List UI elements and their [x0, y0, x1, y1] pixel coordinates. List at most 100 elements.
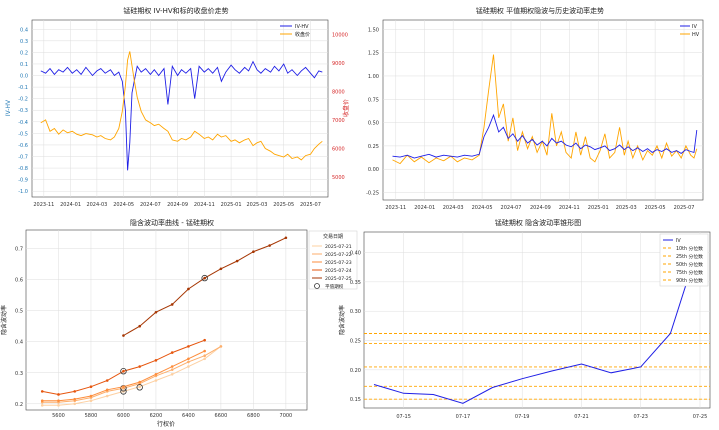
chart4-ytick-label: 0.25 [350, 339, 361, 345]
chart2-plot-area [382, 19, 704, 201]
chart3-point [203, 357, 206, 361]
chart2-xtick-label: 2023-11 [385, 205, 406, 211]
chart1-xtick-label: 2024-07 [140, 202, 161, 208]
chart3-point [187, 365, 190, 368]
chart3-point [40, 390, 44, 393]
chart4-title: 锰硅期权 隐含波动率锥形图 [495, 218, 581, 227]
chart4-legend-label: 90th 分位数 [676, 277, 703, 284]
chart3-ytick-label: 0.4 [15, 340, 23, 346]
chart-atm-iv-hv: 锰硅期权 平值期权隐波与历史波动率走势 1.50 1.25 1.00 0.75 0.50… [366, 6, 704, 211]
chart3-point [219, 267, 223, 271]
chart3-legend-label: 2025-07-23 [325, 260, 352, 266]
chart1-ytick-label: 0.1 [20, 62, 28, 68]
chart4-legend-label: IV [676, 238, 681, 244]
chart4-ytick-label: 0.15 [350, 397, 361, 403]
chart4-plot-area [363, 231, 711, 409]
chart3-point [235, 259, 239, 263]
chart1-ylabel: IV-HV [5, 99, 12, 116]
chart3-legend-label: 2025-07-22 [325, 252, 352, 258]
chart1-ylabel-right: 收盘价 [342, 99, 350, 117]
chart3-point [187, 357, 190, 361]
chart3-atm-marker [120, 368, 127, 375]
chart3-plot-area [25, 229, 308, 411]
chart1-ytick-label: -0.5 [18, 131, 28, 137]
chart3-series-line [42, 345, 222, 403]
chart3-ytick-label: 0.2 [15, 402, 23, 408]
chart4-legend-label: 10th 分位数 [676, 245, 703, 252]
chart1-title: 锰硅期权 IV-HV和标的收盘价走势 [123, 6, 228, 15]
chart4-xtick-label: 07-23 [633, 414, 648, 420]
chart3-point [138, 380, 141, 384]
chart1-ytick-label: -0.4 [18, 120, 28, 126]
chart3-point [40, 399, 44, 402]
chart3-xtick-label: 6400 [182, 413, 195, 419]
chart3-point [170, 303, 174, 306]
chart1-ytick-label: -1.0 [18, 189, 28, 195]
chart1-xtick-label: 2024-01 [60, 202, 81, 208]
chart3-point [57, 393, 60, 396]
chart1-xtick-label: 2025-01 [221, 202, 242, 208]
chart3-xtick-label: 5600 [52, 413, 65, 419]
chart1-series-line [40, 51, 323, 161]
chart3-xtick-label: 7000 [280, 413, 293, 419]
chart3-point [89, 399, 93, 402]
chart1-ytick-label: -0.3 [18, 108, 28, 114]
chart2-xtick-label: 2025-01 [588, 205, 609, 211]
chart3-point [73, 397, 77, 401]
chart3-legend-atm-label: 平值期权 [325, 283, 344, 290]
chart4-legend-box [659, 233, 709, 287]
chart3-point [57, 404, 60, 407]
chart3-legend-box [308, 230, 358, 290]
chart3-point [170, 368, 174, 371]
chart3-legend-label: 2025-07-25 [325, 276, 352, 282]
chart3-point [154, 310, 158, 314]
chart1-xtick-label: 2024-11 [194, 202, 215, 208]
chart3-atm-marker [136, 384, 143, 391]
chart1-ytick-right-label: 5000 [332, 175, 345, 181]
chart3-point [268, 244, 271, 247]
chart2-xtick-label: 2024-07 [501, 205, 522, 211]
chart4-xtick-label: 07-19 [515, 414, 530, 420]
chart3-point [203, 349, 206, 353]
chart3-legend-atm-marker [314, 283, 320, 289]
chart3-point [170, 365, 174, 368]
chart3-point [138, 385, 141, 389]
chart4-ytick-label: 0.35 [350, 280, 361, 286]
chart3-point [122, 334, 125, 337]
chart3-point [122, 369, 125, 373]
chart2-xtick-label: 2024-01 [414, 205, 435, 211]
chart1-ytick-label: 0.2 [20, 50, 28, 56]
chart2-xtick-label: 2024-03 [443, 205, 464, 211]
chart1-ytick-label: -0.6 [18, 143, 28, 149]
chart1-ytick-label: -0.2 [18, 97, 28, 103]
chart4-xtick-label: 07-25 [693, 414, 708, 420]
chart3-point [73, 402, 77, 406]
chart1-ytick-label: -0.9 [18, 178, 28, 184]
chart1-xtick-label: 2025-07 [300, 202, 321, 208]
chart1-legend-label: IV-HV [295, 24, 309, 30]
chart1-ytick-right-label: 6000 [332, 146, 345, 152]
chart3-legend-title: 交易日期 [323, 233, 343, 240]
chart3-point [105, 379, 109, 382]
chart3-point [203, 338, 206, 342]
chart3-point [187, 287, 190, 291]
chart2-ytick-label: 0.50 [368, 121, 379, 127]
chart3-point [284, 236, 288, 240]
chart3-point [57, 399, 60, 402]
chart3-ytick-label: 0.6 [15, 278, 23, 284]
chart3-point [187, 345, 190, 348]
chart2-xtick-label: 2024-11 [559, 205, 580, 211]
chart3-legend-label: 2025-07-21 [325, 244, 352, 250]
chart3-series-line [42, 346, 222, 406]
chart1-ytick-label: 0.4 [20, 27, 28, 33]
chart2-xtick-label: 2025-03 [616, 205, 637, 211]
chart1-ytick-label: 0.3 [20, 39, 28, 45]
chart4-ytick-label: 0.40 [350, 251, 361, 257]
chart3-point [122, 385, 125, 389]
chart3-ytick-label: 0.5 [15, 309, 23, 315]
chart2-ytick-label: 0.75 [368, 97, 379, 103]
chart1-xtick-label: 2024-03 [86, 202, 107, 208]
chart3-atm-marker [201, 274, 208, 282]
chart3-point [219, 345, 223, 348]
chart2-ytick-label: 1.25 [368, 51, 379, 57]
